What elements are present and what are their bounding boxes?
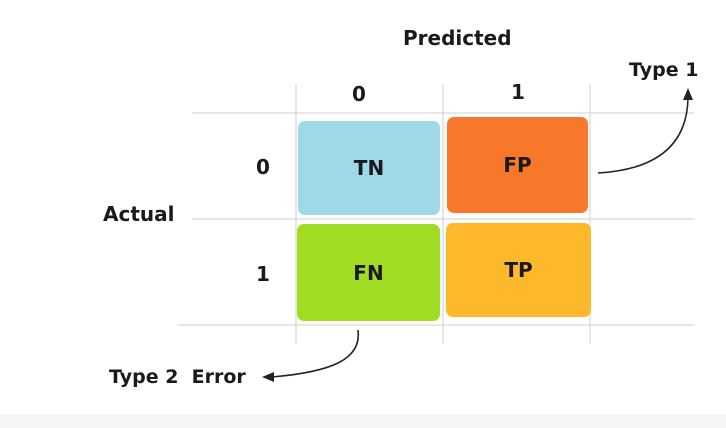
type1-arrowhead [683, 88, 693, 100]
actual-axis-title: Actual [103, 202, 175, 226]
cell-tp-label: TP [504, 258, 533, 282]
cell-tp: TP [446, 223, 591, 317]
bottom-band [0, 414, 726, 428]
actual-tick-0: 0 [256, 155, 270, 179]
type2-error-label: Type 2 Error [109, 366, 246, 388]
predicted-axis-title: Predicted [403, 26, 512, 50]
type1-label: Type 1 [629, 59, 699, 81]
cell-fp: FP [447, 117, 588, 213]
actual-tick-1: 1 [256, 262, 270, 286]
type2-arrow [271, 329, 360, 378]
predicted-tick-1: 1 [511, 80, 525, 104]
predicted-tick-0: 0 [352, 82, 366, 106]
cell-tn: TN [298, 121, 440, 215]
cell-tn-label: TN [353, 156, 385, 180]
type1-arrow [597, 95, 689, 174]
cell-fp-label: FP [503, 153, 532, 177]
cell-fn-label: FN [353, 260, 384, 285]
cell-fn: FN [297, 224, 440, 321]
type2-arrowhead [262, 372, 274, 382]
